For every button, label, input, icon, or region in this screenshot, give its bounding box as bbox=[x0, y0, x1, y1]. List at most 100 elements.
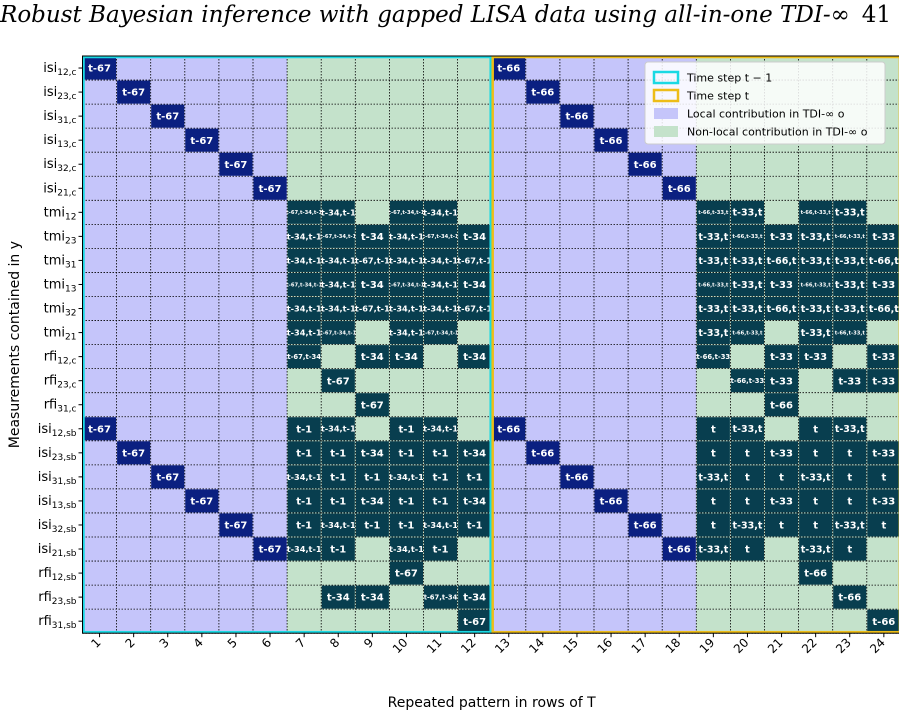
heatmap-background-cell bbox=[628, 272, 663, 297]
cell-label: t-34 bbox=[463, 448, 486, 459]
heatmap-background-cell bbox=[218, 80, 253, 105]
heatmap-cell bbox=[424, 585, 458, 609]
heatmap-cell bbox=[696, 441, 730, 465]
heatmap-cell bbox=[628, 513, 662, 537]
heatmap-background-cell bbox=[184, 296, 219, 321]
heatmap-background-cell bbox=[730, 392, 765, 417]
heatmap-cell bbox=[458, 297, 492, 321]
heatmap-background-cell bbox=[491, 561, 526, 586]
cell-label: t-33 bbox=[770, 497, 793, 508]
cell-label: t-66 bbox=[600, 497, 623, 508]
cell-label: t bbox=[711, 448, 716, 459]
heatmap-background-cell bbox=[559, 272, 594, 297]
heatmap-background-cell bbox=[491, 104, 526, 129]
heatmap-background-cell bbox=[457, 128, 492, 153]
x-tick-label: 12 bbox=[458, 635, 479, 656]
heatmap-cell bbox=[458, 609, 492, 633]
heatmap-background-cell bbox=[491, 152, 526, 177]
heatmap-background-cell bbox=[594, 585, 629, 610]
cell-label: t bbox=[779, 472, 784, 483]
heatmap-background-cell bbox=[82, 224, 117, 249]
heatmap-background-cell bbox=[628, 585, 663, 610]
heatmap-background-cell bbox=[287, 368, 322, 393]
heatmap-cell bbox=[458, 465, 492, 489]
cell-label: t-33,t bbox=[698, 232, 728, 243]
heatmap-background-cell bbox=[696, 392, 731, 417]
heatmap-cell bbox=[594, 128, 628, 152]
heatmap-background-cell bbox=[150, 200, 185, 225]
y-tick-label: rfi23,sb bbox=[38, 590, 77, 607]
heatmap-background-cell bbox=[764, 585, 799, 610]
cell-label: t bbox=[813, 424, 818, 435]
heatmap-cell bbox=[765, 465, 799, 489]
heatmap-background-cell bbox=[491, 537, 526, 562]
heatmap-background-cell bbox=[287, 128, 322, 153]
cell-label: t-66,t-33,t bbox=[698, 282, 729, 288]
cell-label: t-1 bbox=[433, 497, 449, 508]
heatmap-cell bbox=[696, 417, 730, 441]
heatmap-cell bbox=[424, 248, 458, 272]
heatmap-background-cell bbox=[116, 488, 151, 513]
cell-label: t-67 bbox=[259, 184, 282, 195]
heatmap-cell bbox=[867, 609, 899, 633]
heatmap-background-cell bbox=[184, 392, 219, 417]
cell-label: t-33 bbox=[770, 376, 793, 387]
heatmap-background-cell bbox=[253, 368, 288, 393]
cell-label: t-67 bbox=[327, 376, 350, 387]
cell-label: t-67 bbox=[190, 497, 213, 508]
cell-label: t-34,t-1 bbox=[321, 207, 356, 217]
heatmap-background-cell bbox=[150, 272, 185, 297]
cell-label: t-34 bbox=[361, 352, 384, 363]
heatmap-background-cell bbox=[628, 248, 663, 273]
heatmap-background-cell bbox=[355, 609, 390, 634]
heatmap-background-cell bbox=[798, 392, 833, 417]
heatmap-background-cell bbox=[423, 561, 458, 586]
heatmap-cell bbox=[287, 321, 321, 345]
cell-label: t-67 bbox=[361, 400, 384, 411]
heatmap-cell bbox=[287, 465, 321, 489]
heatmap-background-cell bbox=[696, 561, 731, 586]
heatmap-background-cell bbox=[594, 392, 629, 417]
heatmap-cell bbox=[867, 489, 899, 513]
heatmap-background-cell bbox=[798, 368, 833, 393]
heatmap-background-cell bbox=[423, 609, 458, 634]
cell-label: t-33,t bbox=[835, 304, 865, 315]
cell-label: t bbox=[847, 545, 852, 556]
heatmap-background-cell bbox=[82, 609, 117, 634]
cell-label: t-67 bbox=[225, 521, 248, 532]
heatmap-cell bbox=[696, 248, 730, 272]
heatmap-background-cell bbox=[253, 488, 288, 513]
cell-label: t-66 bbox=[566, 472, 589, 483]
heatmap-background-cell bbox=[184, 56, 219, 81]
heatmap-background-cell bbox=[355, 152, 390, 177]
heatmap-cell bbox=[424, 513, 458, 537]
heatmap-background-cell bbox=[218, 368, 253, 393]
heatmap-cell bbox=[662, 176, 696, 200]
heatmap-background-cell bbox=[355, 368, 390, 393]
heatmap-cell bbox=[867, 513, 899, 537]
cell-label: t-34,t-1 bbox=[287, 472, 322, 482]
y-tick-label: isi12,sb bbox=[38, 422, 77, 439]
cell-label: t-67 bbox=[122, 448, 145, 459]
heatmap-cell bbox=[696, 345, 730, 369]
heatmap-background-cell bbox=[866, 561, 899, 586]
x-tick-label: 3 bbox=[157, 635, 172, 650]
cell-label: t-1 bbox=[399, 448, 415, 459]
heatmap-background-cell bbox=[730, 561, 765, 586]
heatmap-background-cell bbox=[832, 152, 867, 177]
heatmap-background-cell bbox=[184, 176, 219, 201]
heatmap-cell bbox=[151, 465, 185, 489]
heatmap-cell bbox=[321, 417, 355, 441]
heatmap-background-cell bbox=[150, 56, 185, 81]
heatmap-background-cell bbox=[116, 224, 151, 249]
cell-label: t-1 bbox=[433, 472, 449, 483]
heatmap-background-cell bbox=[525, 272, 560, 297]
cell-label: t-33 bbox=[770, 280, 793, 291]
heatmap-background-cell bbox=[116, 320, 151, 345]
cell-label: t-67,t-34,t-1 bbox=[389, 210, 425, 216]
heatmap-background-cell bbox=[525, 56, 560, 81]
heatmap-background-cell bbox=[82, 296, 117, 321]
heatmap-background-cell bbox=[423, 392, 458, 417]
heatmap-background-cell bbox=[253, 200, 288, 225]
heatmap-background-cell bbox=[525, 585, 560, 610]
